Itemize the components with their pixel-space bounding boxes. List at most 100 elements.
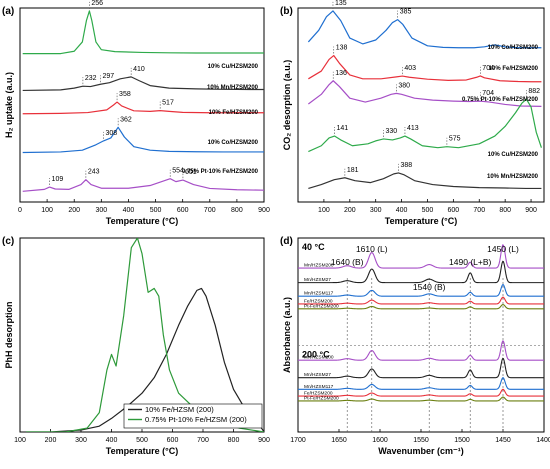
x-tick-label: 700 (473, 207, 485, 214)
series-line (22, 101, 264, 115)
peak-label: 517 (162, 100, 174, 107)
x-tick-label: 400 (396, 207, 408, 214)
plot-frame (19, 7, 265, 203)
peak-label: 135 (335, 0, 347, 7)
x-tick-label: 600 (177, 207, 189, 214)
y-axis-label: H₂ uptake (a.u.) (4, 72, 14, 138)
band-marker-label: 1490 (L+B) (449, 257, 491, 267)
x-tick-label: 1500 (454, 437, 470, 444)
peak-label: 882 (528, 88, 540, 95)
chart-panel-3: (d) 1700 1650 1600 1550 1500 1450 1400 Wavenumbe… (280, 236, 550, 456)
series-line (308, 80, 542, 107)
series-line (298, 340, 544, 361)
x-tick-label: 1450 (495, 437, 511, 444)
peak-label: 601 (185, 169, 197, 176)
series-line (298, 296, 544, 305)
series-label: 10% Cu/HZSM200 (488, 152, 539, 158)
x-tick-label: 800 (499, 207, 511, 214)
series-label: 0.75% Pt-10% Fe/HZSM200 (462, 97, 539, 103)
x-axis-label: Temperature (°C) (106, 446, 178, 456)
panel-letter: (b) (280, 6, 293, 17)
x-tick-label: 200 (344, 207, 356, 214)
chart-panel-1: (b) 100 200 300 400 500 600 700 800 900 Temperatur… (280, 0, 545, 226)
series-label: Mn/HZSM117 (304, 384, 334, 390)
series-label: Mn/HZSM27 (304, 372, 331, 378)
group-label: 40 °C (302, 242, 325, 252)
series-line (26, 238, 264, 432)
band-marker-label: 1610 (L) (356, 244, 388, 254)
x-tick-label: 900 (258, 437, 270, 444)
panel-letter: (a) (2, 6, 14, 17)
peak-label: 138 (336, 45, 348, 52)
plot-area (298, 244, 544, 432)
series-label: 10% Mn/HZSM200 (487, 174, 539, 180)
peak-label: 358 (119, 91, 131, 98)
plot-area (22, 10, 264, 192)
x-tick-label: 700 (197, 437, 209, 444)
peak-label: 413 (407, 125, 419, 132)
x-tick-label: 0 (18, 207, 22, 214)
x-tick-label: 1650 (331, 437, 347, 444)
band-marker-label: 1450 (L) (487, 244, 519, 254)
series-label: Mn/HZSM27 (304, 277, 331, 283)
series-line (308, 54, 542, 83)
x-tick-label: 900 (525, 207, 537, 214)
series-line (298, 388, 544, 397)
x-tick-label: 100 (41, 207, 53, 214)
series-label: Fe/HZSM200 (304, 298, 333, 304)
series-line (22, 126, 264, 154)
peak-label: 362 (120, 116, 132, 123)
x-tick-label: 800 (228, 437, 240, 444)
x-tick-label: 300 (95, 207, 107, 214)
peak-label: 136 (335, 70, 347, 77)
x-axis-label: Temperature (°C) (385, 216, 457, 226)
group-label: 200 °C (302, 350, 330, 360)
chart-panel-0: (a) 0 100 200 300 400 500 600 700 800 900 Temperatu… (2, 0, 270, 226)
x-tick-label: 1600 (372, 437, 388, 444)
series-label: Pt-Fe/HZSM200 (304, 303, 339, 309)
x-tick-label: 200 (68, 207, 80, 214)
series-label: Mn/HZSM117 (304, 291, 334, 297)
series-line (308, 172, 542, 190)
x-tick-label: 400 (123, 207, 135, 214)
x-tick-label: 1400 (536, 437, 550, 444)
x-tick-label: 700 (204, 207, 216, 214)
peak-label: 410 (133, 66, 145, 73)
plot-frame (297, 7, 545, 203)
series-label: 10% Fe/HZSM200 (209, 110, 259, 116)
x-tick-label: 400 (106, 437, 118, 444)
peak-label: 109 (52, 176, 64, 183)
series-line (22, 10, 264, 55)
peak-label: 141 (337, 125, 349, 132)
panel-letter: (c) (2, 236, 14, 247)
series-line (26, 287, 264, 432)
x-tick-label: 100 (14, 437, 26, 444)
x-axis-label: Wavenumber (cm⁻¹) (378, 446, 463, 456)
x-tick-label: 100 (318, 207, 330, 214)
series-line (298, 303, 544, 310)
peak-label: 385 (400, 9, 412, 16)
y-axis-label: CO₂ desorption (a.u.) (282, 60, 292, 151)
series-line (22, 178, 264, 192)
series-line (298, 244, 544, 269)
peak-label: 330 (385, 128, 397, 135)
series-label: Mn/HZSM200 (304, 263, 334, 269)
legend-box (123, 403, 263, 429)
y-axis-label: Absorbance (a.u.) (282, 297, 292, 373)
series-line (298, 357, 544, 379)
series-label: Pt-Fe/HZSM200 (304, 395, 339, 401)
x-tick-label: 1700 (290, 437, 306, 444)
x-tick-label: 600 (167, 437, 179, 444)
series-label: 10% Mn/HZSM200 (207, 85, 259, 91)
band-marker-label: 1640 (B) (331, 257, 364, 267)
peak-label: 297 (103, 73, 115, 80)
plot-area (307, 10, 542, 190)
x-tick-label: 500 (136, 437, 148, 444)
peak-label: 256 (91, 0, 103, 7)
peak-label: 554 (172, 168, 184, 175)
series-label: Fe/HZSM200 (304, 391, 333, 397)
peak-label: 704 (482, 90, 494, 97)
x-tick-label: 500 (150, 207, 162, 214)
